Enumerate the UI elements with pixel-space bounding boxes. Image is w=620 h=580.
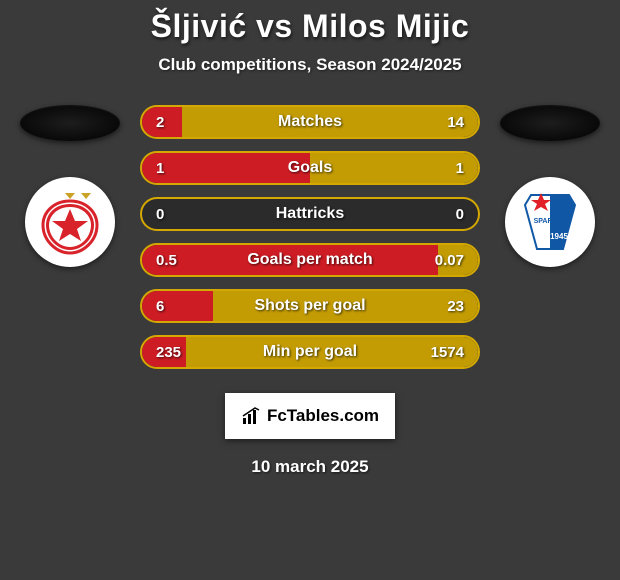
stat-value-left: 1 bbox=[156, 160, 164, 177]
fctables-icon bbox=[241, 406, 261, 426]
stat-fill-right bbox=[310, 153, 478, 183]
club-badge-left bbox=[25, 177, 115, 267]
stat-value-right: 14 bbox=[447, 114, 464, 131]
stat-row: 235 Min per goal 1574 bbox=[140, 335, 480, 369]
player-slot-left bbox=[20, 105, 120, 141]
stat-row: 1 Goals 1 bbox=[140, 151, 480, 185]
stat-value-left: 6 bbox=[156, 298, 164, 315]
stat-value-left: 235 bbox=[156, 344, 181, 361]
stat-label: Hattricks bbox=[276, 205, 344, 223]
stat-fill-left bbox=[142, 153, 310, 183]
svg-text:SPARTAK: SPARTAK bbox=[534, 218, 567, 225]
stat-value-right: 0.07 bbox=[435, 252, 464, 269]
svg-text:1945: 1945 bbox=[550, 232, 568, 241]
stat-value-left: 2 bbox=[156, 114, 164, 131]
brand-label: FcTables.com bbox=[267, 406, 379, 426]
stat-fill-left bbox=[142, 291, 213, 321]
stat-value-left: 0.5 bbox=[156, 252, 177, 269]
player-slot-right bbox=[500, 105, 600, 141]
stat-label: Min per goal bbox=[263, 343, 357, 361]
stat-row: 0 Hattricks 0 bbox=[140, 197, 480, 231]
stat-value-right: 1 bbox=[456, 160, 464, 177]
stat-label: Matches bbox=[278, 113, 342, 131]
left-side bbox=[20, 105, 120, 267]
stat-value-right: 0 bbox=[456, 206, 464, 223]
page-subtitle: Club competitions, Season 2024/2025 bbox=[158, 55, 461, 75]
page-title: Šljivić vs Milos Mijic bbox=[151, 8, 470, 45]
stat-label: Goals bbox=[288, 159, 332, 177]
brand-watermark: FcTables.com bbox=[225, 393, 395, 439]
stat-value-right: 23 bbox=[447, 298, 464, 315]
stat-row: 0.5 Goals per match 0.07 bbox=[140, 243, 480, 277]
spartak-icon: SPARTAK 1945 bbox=[511, 183, 589, 261]
stat-row: 2 Matches 14 bbox=[140, 105, 480, 139]
stat-label: Shots per goal bbox=[254, 297, 365, 315]
stat-value-right: 1574 bbox=[431, 344, 464, 361]
stat-bars: 2 Matches 14 1 Goals 1 0 Hattricks 0 0.5 Goals per… bbox=[140, 105, 480, 369]
comparison-panel: 2 Matches 14 1 Goals 1 0 Hattricks 0 0.5 Goals per… bbox=[0, 105, 620, 369]
stat-label: Goals per match bbox=[247, 251, 372, 269]
right-side: SPARTAK 1945 bbox=[500, 105, 600, 267]
club-badge-right: SPARTAK 1945 bbox=[505, 177, 595, 267]
crvena-zvezda-icon bbox=[31, 183, 109, 261]
date-label: 10 march 2025 bbox=[251, 457, 368, 477]
stat-value-left: 0 bbox=[156, 206, 164, 223]
stat-row: 6 Shots per goal 23 bbox=[140, 289, 480, 323]
